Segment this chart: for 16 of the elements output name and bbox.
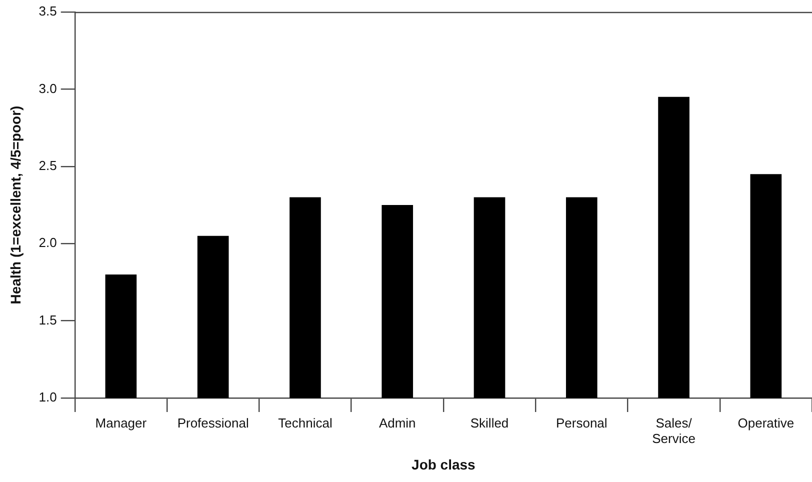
x-tick-label: Personal bbox=[556, 415, 608, 430]
x-axis-title: Job class bbox=[412, 456, 476, 472]
x-tick-label: Skilled bbox=[470, 415, 509, 430]
y-tick-label: 1.5 bbox=[38, 312, 57, 328]
y-tick-label: 3.5 bbox=[38, 4, 57, 19]
x-tick-label: Manager bbox=[95, 415, 148, 430]
x-tick-label: Professional bbox=[177, 415, 249, 430]
y-tick-label: 3.0 bbox=[38, 80, 57, 96]
y-axis-title: Health (1=excellent, 4/5=poor) bbox=[7, 106, 24, 304]
y-tick-label: 1.0 bbox=[38, 390, 57, 405]
x-tick-label: Admin bbox=[378, 415, 416, 430]
x-tick-label: Sales/ Service bbox=[652, 415, 696, 446]
y-tick-label: 2.0 bbox=[38, 235, 57, 250]
x-tick-label: Technical bbox=[278, 415, 332, 430]
y-tick-label: 2.5 bbox=[38, 158, 57, 173]
x-tick-label: Operative bbox=[738, 415, 794, 430]
